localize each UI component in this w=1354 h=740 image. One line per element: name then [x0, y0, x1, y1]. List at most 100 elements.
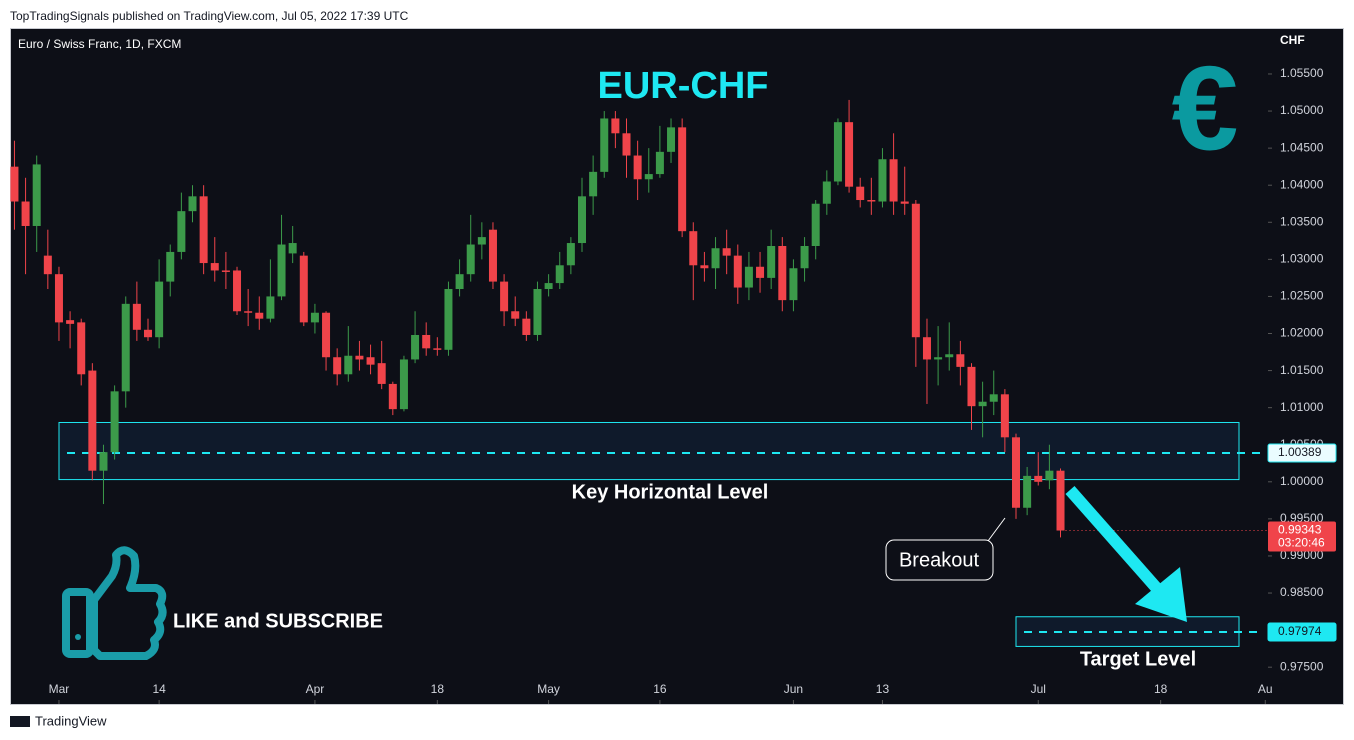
candle-body: [778, 246, 787, 301]
publisher: TopTradingSignals published on TradingVi…: [10, 9, 409, 23]
chart-title: EUR-CHF: [598, 65, 769, 107]
candle-body: [221, 270, 230, 272]
candle-body: [833, 122, 842, 182]
candle-body: [533, 289, 542, 335]
price-label: 1.00389: [1278, 445, 1322, 459]
brand-logo: [10, 716, 30, 727]
candle-body: [455, 274, 464, 290]
y-tick-label: 0.99000: [1280, 548, 1324, 562]
candle-body: [600, 118, 609, 172]
y-tick-label: 0.98500: [1280, 585, 1324, 599]
candle-body: [789, 268, 798, 301]
candle-body: [700, 265, 709, 269]
y-tick-label: 0.97500: [1280, 659, 1324, 673]
candle-body: [244, 311, 253, 313]
x-tick-label: 18: [1154, 682, 1168, 696]
candle-body: [110, 391, 119, 453]
candle-body: [422, 334, 431, 349]
candle-body: [934, 357, 943, 360]
y-tick-label: 1.04500: [1280, 140, 1324, 154]
candle-body: [500, 281, 509, 312]
candle-body: [310, 312, 319, 323]
candle-body: [989, 394, 998, 402]
candle-body: [667, 127, 676, 152]
candle-body: [88, 370, 97, 471]
target-level-label: Target Level: [1080, 648, 1196, 670]
candle-body: [967, 366, 976, 407]
candle-body: [444, 289, 453, 350]
candle-body: [811, 203, 820, 247]
candle-body: [711, 248, 720, 269]
candle-body: [411, 334, 420, 360]
candle-body: [155, 281, 164, 338]
price-label-box: [1267, 443, 1337, 463]
candle-body: [477, 237, 486, 245]
candle-body: [878, 159, 887, 202]
candle-body: [867, 200, 876, 202]
candle-body: [622, 133, 631, 156]
price-label-box: [1267, 622, 1337, 642]
candle-body: [733, 255, 742, 288]
candle-body: [900, 201, 909, 204]
candle-body: [488, 229, 497, 282]
candle-body: [377, 363, 386, 384]
candle-body: [633, 155, 642, 180]
candle-body: [466, 244, 475, 275]
candle-body: [956, 354, 965, 367]
candle-body: [767, 246, 776, 278]
candle-body: [10, 166, 19, 202]
candle-body: [210, 263, 219, 271]
candle-body: [299, 255, 308, 323]
candle-body: [143, 329, 152, 338]
x-tick-label: Mar: [49, 682, 70, 696]
arrow-shaft: [1065, 486, 1165, 596]
symbol: Euro / Swiss Franc, 1D, FXCM: [18, 37, 181, 51]
y-tick-label: 1.05500: [1280, 66, 1324, 80]
candle-body: [945, 354, 954, 358]
candle-body: [978, 401, 987, 407]
candle-body: [366, 357, 375, 365]
candle-body: [21, 201, 30, 226]
callout-text: Breakout: [899, 549, 979, 571]
arrow-head: [1135, 567, 1187, 622]
y-tick-label: 1.00000: [1280, 474, 1324, 488]
x-tick-label: Jun: [784, 682, 803, 696]
candle-body: [856, 186, 865, 201]
candle-body: [678, 127, 687, 232]
candle-body: [199, 196, 208, 264]
candle-body: [288, 243, 297, 254]
candle-body: [1056, 470, 1065, 531]
callout-box: [885, 539, 994, 581]
candle-body: [322, 312, 331, 358]
candle-body: [522, 318, 531, 335]
y-tick-label: 1.03500: [1280, 214, 1324, 228]
candle-body: [756, 266, 765, 278]
currency: CHF: [1280, 33, 1305, 47]
y-tick-label: 1.03000: [1280, 252, 1324, 266]
candle-body: [177, 211, 186, 252]
candle-body: [266, 296, 275, 319]
y-tick-label: 1.01000: [1280, 400, 1324, 414]
price-label: 0.97974: [1278, 624, 1322, 638]
x-tick-label: 16: [653, 682, 667, 696]
candle-body: [722, 248, 731, 256]
candle-body: [54, 274, 63, 323]
candle-body: [1023, 475, 1032, 508]
candle-body: [132, 303, 141, 330]
candle-body: [589, 171, 598, 197]
arrow: [1065, 486, 1187, 622]
x-tick-label: Au: [1258, 682, 1273, 696]
x-tick-label: Apr: [306, 682, 325, 696]
candle-body: [566, 243, 575, 266]
countdown: 03:20:46: [1278, 536, 1325, 550]
y-tick-label: 1.01500: [1280, 363, 1324, 377]
call-to-action: LIKE and SUBSCRIBE: [173, 610, 383, 632]
candle-body: [511, 311, 520, 319]
candle-body: [655, 151, 664, 175]
candle-body: [344, 355, 353, 375]
currency-icon: €: [1172, 42, 1239, 176]
candle-body: [611, 118, 620, 134]
candle-body: [255, 312, 264, 319]
candle-body: [922, 337, 931, 360]
candle-body: [433, 348, 442, 350]
